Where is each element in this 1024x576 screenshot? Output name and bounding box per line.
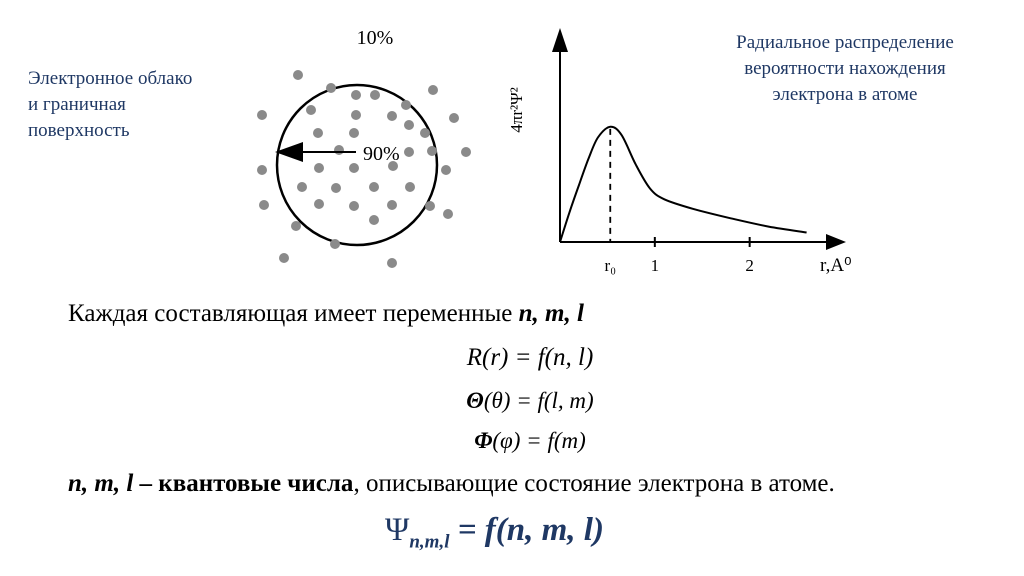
x-tick-label: r₀ [604, 256, 616, 275]
electron-dot [257, 110, 267, 120]
chart-caption: Радиальное распределение вероятности нах… [690, 30, 1000, 108]
electron-dot [293, 70, 303, 80]
quantum-numbers-term: – квантовые числа [133, 470, 354, 497]
cloud-caption: Электронное облако и граничная поверхнос… [28, 66, 192, 144]
electron-dot [291, 221, 301, 231]
chart-caption-line: вероятности нахождения [744, 58, 946, 79]
y-axis-arrow [552, 28, 568, 52]
electron-dot [334, 145, 344, 155]
electron-dot [349, 163, 359, 173]
electron-dot [369, 215, 379, 225]
cloud-caption-line: и граничная [28, 94, 126, 115]
wavefunction-rhs: = f(n, m, l) [449, 512, 604, 548]
electron-dot [326, 83, 336, 93]
electron-dot [449, 113, 459, 123]
electron-dot [351, 110, 361, 120]
electron-dot [401, 100, 411, 110]
equation-radial: R(r) = f(n, l) [380, 344, 680, 372]
electron-dot [387, 200, 397, 210]
equation-phi: Φ(φ) = f(m) [380, 428, 680, 454]
variables-list: n, m, l [68, 470, 134, 497]
cloud-caption-line: Электронное облако [28, 68, 193, 89]
y-axis-label: 4πr²Ψ² [507, 87, 526, 132]
electron-dot [405, 182, 415, 192]
electron-dot [420, 128, 430, 138]
electron-dot [314, 199, 324, 209]
phi-symbol: Φ [474, 428, 493, 453]
variables-list: n, m, l [518, 300, 584, 327]
chart-caption-line: электрона в атоме [772, 84, 918, 105]
variables-sentence: Каждая составляющая имеет переменные n, … [68, 300, 584, 328]
electron-dot [443, 209, 453, 219]
equation-text: R(r) = f(n, l) [466, 344, 594, 371]
cloud-caption-line: поверхность [28, 120, 130, 141]
electron-dot [387, 111, 397, 121]
x-axis-arrow [826, 234, 846, 250]
psi-subscript: n,m,l [409, 531, 450, 553]
electron-dot [427, 146, 437, 156]
electron-dot [306, 105, 316, 115]
radial-distribution-chart: 4πr²Ψ² r,A⁰ r₀ 1 2 [507, 28, 852, 276]
equation-text: (φ) = f(m) [492, 428, 586, 453]
electron-dot [314, 163, 324, 173]
electron-dot [259, 200, 269, 210]
psi-symbol: Ψ [385, 512, 410, 548]
electron-dot [330, 239, 340, 249]
electron-dots [257, 70, 471, 268]
x-axis-label: r,A⁰ [820, 255, 852, 276]
electron-dot [387, 258, 397, 268]
outer-percent-label: 10% [357, 27, 394, 49]
electron-dot [428, 85, 438, 95]
boundary-surface [275, 83, 439, 247]
equation-text: (θ) = f(l, m) [483, 388, 594, 413]
electron-dot [297, 182, 307, 192]
wavefunction-equation: Ψn,m,l = f(n, m, l) [385, 512, 604, 554]
electron-dot [279, 253, 289, 263]
series-line [559, 125, 807, 243]
electron-dot [349, 201, 359, 211]
electron-dot [313, 128, 323, 138]
chart-caption-line: Радиальное распределение [736, 32, 954, 53]
electron-dot [349, 128, 359, 138]
electron-cloud: 10% 90% [257, 27, 471, 268]
theta-symbol: Θ [466, 388, 484, 413]
sentence-text: , описывающие состояние электрона в атом… [353, 470, 835, 497]
inner-percent-label: 90% [363, 143, 400, 165]
electron-dot [425, 201, 435, 211]
x-tick-label: 1 [651, 256, 660, 275]
electron-dot [388, 161, 398, 171]
electron-dot [257, 165, 267, 175]
electron-dot [370, 90, 380, 100]
electron-dot [404, 147, 414, 157]
x-tick-label: 2 [745, 256, 754, 275]
electron-dot [331, 183, 341, 193]
diagram-canvas: 10% 90% 4πr²Ψ² r,A⁰ r₀ 1 2 [257, 27, 852, 276]
electron-dot [461, 147, 471, 157]
x-ticks: r₀ 1 2 [604, 237, 754, 275]
quantum-numbers-sentence: n, m, l – квантовые числа, описывающие с… [68, 470, 835, 498]
electron-dot [351, 90, 361, 100]
electron-dot [369, 182, 379, 192]
electron-dot [404, 120, 414, 130]
equation-theta: Θ(θ) = f(l, m) [380, 388, 680, 414]
sentence-text: Каждая составляющая имеет переменные [68, 300, 519, 327]
electron-dot [441, 165, 451, 175]
